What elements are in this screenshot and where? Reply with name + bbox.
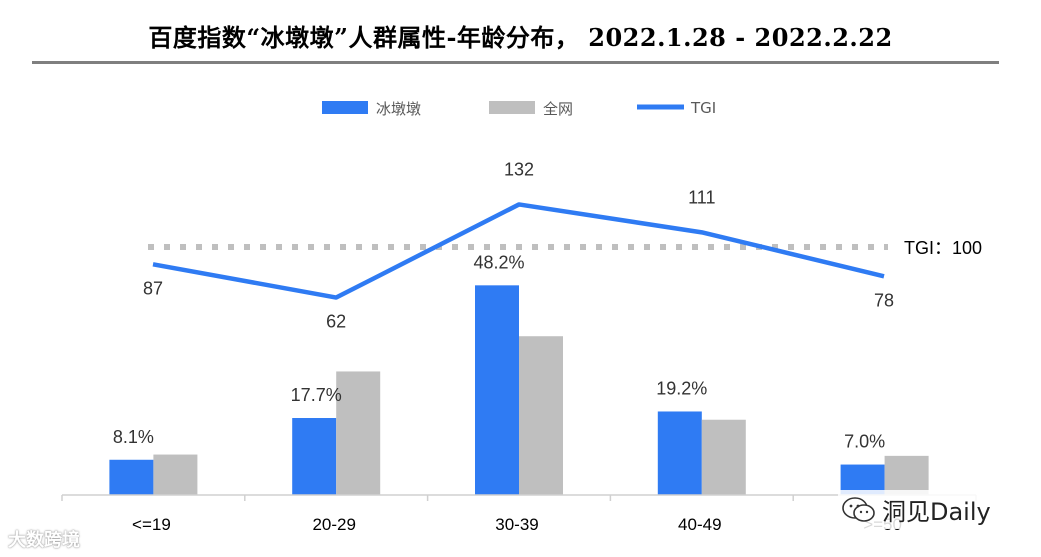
bar-value-label-3: 19.2% [656, 378, 707, 398]
bar-series1-2 [475, 285, 519, 495]
x-tick-label-2: 30-39 [495, 515, 538, 534]
bar-series2-0 [153, 454, 198, 495]
bar-series1-1 [292, 418, 337, 495]
reference-line-label: TGI：100 [904, 238, 982, 258]
tgi-polyline [152, 202, 885, 300]
labels: 8.1% 17.7% 48.2% 19.2% 7.0% [113, 252, 885, 451]
bar-value-label-0: 8.1% [113, 427, 154, 447]
chart-title: 百度指数“冰墩墩”人群属性-年龄分布， 2022.1.28 - 2022.2.2… [148, 23, 893, 52]
bar-series1-0 [109, 459, 154, 495]
bar-series2-2 [519, 336, 563, 495]
tgi-value-label-3: 111 [688, 187, 715, 207]
legend-swatch-series-1 [322, 101, 368, 114]
legend-swatch-series-2 [489, 101, 535, 114]
tgi-value-label-1: 62 [326, 312, 346, 332]
wechat-icon [842, 496, 875, 522]
watermark-left: 大数跨境 [8, 530, 80, 551]
watermark-right-text: 洞见Daily [882, 498, 991, 526]
x-tick-label-1: 20-29 [312, 515, 355, 534]
legend-label-series-2: 全网 [543, 100, 573, 118]
x-tick-label-0: <=19 [132, 515, 171, 534]
tgi-line: 87 62 132 111 78 [143, 159, 894, 331]
legend: 冰墩墩 全网 TGI [322, 99, 716, 118]
tgi-value-label-2: 132 [504, 159, 534, 179]
watermark-right: 洞见Daily [838, 490, 995, 529]
title-divider [32, 61, 999, 64]
legend-label-tgi: TGI [690, 99, 716, 117]
bar-series2-3 [701, 419, 746, 495]
bar-series2-4 [884, 455, 929, 495]
tgi-value-label-4: 78 [874, 290, 894, 310]
tgi-value-label-0: 87 [143, 278, 163, 298]
legend-label-series-1: 冰墩墩 [376, 100, 421, 118]
bar-series1-4 [840, 464, 885, 495]
bar-value-label-2: 48.2% [473, 252, 524, 272]
bar-value-label-1: 17.7% [291, 385, 342, 405]
bar-series2-1 [336, 371, 381, 495]
bar-series1-3 [657, 411, 702, 495]
x-tick-label-3: 40-49 [678, 515, 721, 534]
bar-value-label-4: 7.0% [844, 432, 885, 452]
bars [109, 285, 929, 495]
reference-line: TGI：100 [148, 238, 982, 258]
